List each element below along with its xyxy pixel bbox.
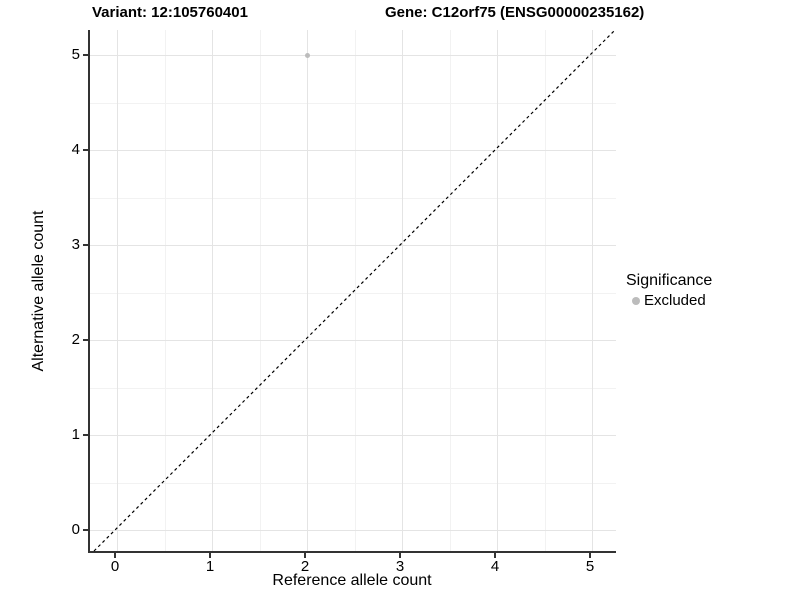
y-tick-label: 4 bbox=[71, 141, 80, 158]
variant-title: Variant: 12:105760401 bbox=[92, 4, 248, 21]
gridline-major-y bbox=[90, 435, 616, 436]
y-axis-tick bbox=[83, 434, 88, 436]
x-tick-label: 0 bbox=[110, 558, 120, 575]
gridline-major-x bbox=[212, 30, 213, 551]
x-axis-tick bbox=[494, 553, 496, 558]
data-point-excluded bbox=[304, 52, 310, 58]
y-axis-tick bbox=[83, 149, 88, 151]
y-tick-label: 1 bbox=[71, 426, 80, 443]
gridline-major-x bbox=[497, 30, 498, 551]
y-tick-label: 5 bbox=[71, 46, 80, 63]
gridline-major-y bbox=[90, 55, 616, 56]
x-tick-label: 1 bbox=[205, 558, 215, 575]
gridline-minor-x bbox=[259, 30, 261, 551]
gridline-major-x bbox=[592, 30, 593, 551]
y-axis-tick bbox=[83, 54, 88, 56]
x-tick-label: 4 bbox=[490, 558, 500, 575]
gridline-major-y bbox=[90, 245, 616, 246]
y-axis-title-text: Alternative allele count bbox=[30, 210, 47, 372]
gridline-major-x bbox=[117, 30, 118, 551]
legend-title: Significance bbox=[626, 272, 713, 289]
excluded-point-icon bbox=[632, 296, 640, 305]
gene-title: Gene: C12orf75 (ENSG00000235162) bbox=[385, 4, 645, 21]
y-tick-label: 0 bbox=[71, 521, 80, 538]
gridline-major-x bbox=[402, 30, 403, 551]
gridline-minor-x bbox=[544, 30, 546, 551]
gridline-minor-y bbox=[90, 197, 616, 199]
gridline-major-y bbox=[90, 150, 616, 151]
x-axis-tick bbox=[304, 553, 306, 558]
x-tick-label: 2 bbox=[300, 558, 310, 575]
x-axis-title: Reference allele count bbox=[272, 572, 432, 589]
x-axis-tick bbox=[114, 553, 116, 558]
x-axis-tick bbox=[399, 553, 401, 558]
y-axis-tick bbox=[83, 529, 88, 531]
y-axis-tick bbox=[83, 244, 88, 246]
legend-entry-excluded: Excluded bbox=[626, 292, 712, 309]
identity-reference-line bbox=[93, 30, 616, 552]
gridline-major-x bbox=[307, 30, 308, 551]
y-tick-label: 2 bbox=[71, 331, 80, 348]
gridline-minor-y bbox=[90, 482, 616, 484]
plot-panel bbox=[88, 30, 616, 553]
legend: Significance Excluded bbox=[626, 272, 712, 309]
gridline-minor-x bbox=[449, 30, 451, 551]
gridline-minor-y bbox=[90, 292, 616, 294]
legend-entry-label: Excluded bbox=[644, 292, 706, 309]
gridline-minor-y bbox=[90, 102, 616, 104]
x-axis-tick bbox=[589, 553, 591, 558]
y-tick-label: 3 bbox=[71, 236, 80, 253]
gridline-minor-y bbox=[90, 387, 616, 389]
gridline-major-y bbox=[90, 530, 616, 531]
x-tick-label: 5 bbox=[585, 558, 595, 575]
gridline-minor-x bbox=[164, 30, 166, 551]
y-axis-tick bbox=[83, 339, 88, 341]
gridline-major-y bbox=[90, 340, 616, 341]
x-axis-tick bbox=[209, 553, 211, 558]
x-tick-label: 3 bbox=[395, 558, 405, 575]
